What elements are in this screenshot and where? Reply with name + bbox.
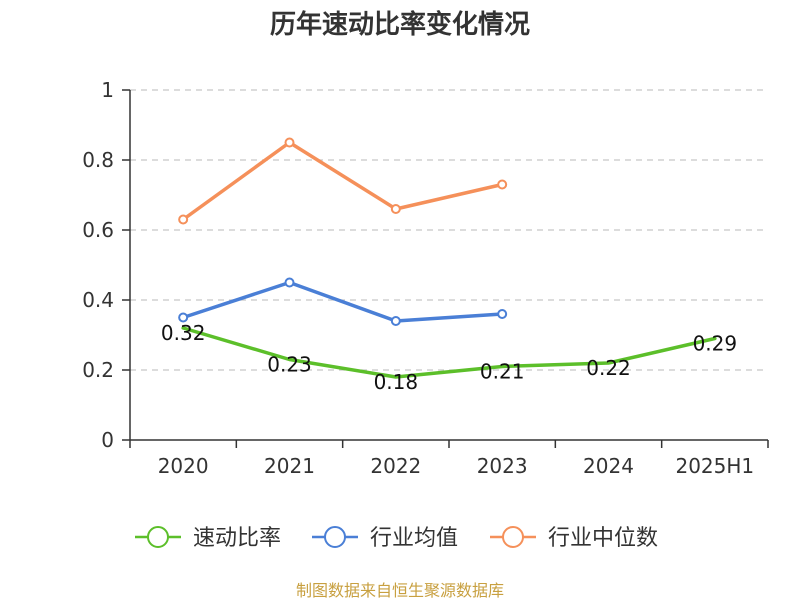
series-point-1 xyxy=(178,312,189,323)
y-tick-labels: 0 0.2 0.4 0.6 0.8 1 xyxy=(82,78,114,452)
series-point-2 xyxy=(390,204,401,214)
series-line-2 xyxy=(181,140,504,222)
legend-marker xyxy=(324,526,346,548)
y-tick-label: 0.4 xyxy=(82,288,114,312)
legend-marker xyxy=(502,526,524,548)
series-line-0 xyxy=(181,326,717,379)
series-line-1 xyxy=(181,280,504,323)
y-tick-label: 0 xyxy=(101,428,114,452)
data-label: 0.22 xyxy=(586,356,631,380)
data-label: 0.32 xyxy=(161,321,206,345)
x-tick-label: 2020 xyxy=(158,454,209,478)
y-tick-label: 0.8 xyxy=(82,148,114,172)
series-point-1 xyxy=(390,316,401,326)
data-label: 0.23 xyxy=(267,353,312,377)
y-tick-label: 0.6 xyxy=(82,218,114,242)
legend-label: 行业均值 xyxy=(370,526,458,551)
series-point-1 xyxy=(497,309,508,319)
legend-label: 速动比率 xyxy=(193,526,281,551)
legend-marker xyxy=(147,526,169,548)
x-tick-labels: 2020 2021 2022 2023 2024 2025H1 xyxy=(158,454,754,478)
series-group xyxy=(178,137,717,379)
data-labels: 0.32 0.23 0.18 0.21 0.22 0.29 xyxy=(161,321,737,394)
series-point-2 xyxy=(178,214,189,225)
axes xyxy=(122,89,769,448)
series-point-1 xyxy=(284,277,295,288)
x-tick-label: 2021 xyxy=(264,454,315,478)
x-tick-label: 2023 xyxy=(477,454,528,478)
legend-item-0[interactable]: 速动比率 xyxy=(135,526,281,551)
legend[interactable]: 速动比率 行业均值 行业中位数 xyxy=(135,526,658,551)
series-point-2 xyxy=(497,179,508,190)
y-tick-label: 0.2 xyxy=(82,358,114,382)
data-label: 0.29 xyxy=(693,332,738,356)
chart-title: 历年速动比率变化情况 xyxy=(270,9,530,40)
x-tick-label: 2022 xyxy=(370,454,421,478)
data-label: 0.18 xyxy=(374,370,419,394)
data-label: 0.21 xyxy=(480,360,525,384)
source-note: 制图数据来自恒生聚源数据库 xyxy=(296,581,504,600)
series-point-2 xyxy=(284,137,295,148)
y-tick-label: 1 xyxy=(101,78,114,102)
x-tick-label: 2024 xyxy=(583,454,634,478)
legend-item-2[interactable]: 行业中位数 xyxy=(490,526,658,551)
legend-label: 行业中位数 xyxy=(548,526,658,551)
x-tick-label: 2025H1 xyxy=(675,454,754,478)
legend-item-1[interactable]: 行业均值 xyxy=(312,526,458,551)
grid-lines xyxy=(130,89,768,371)
